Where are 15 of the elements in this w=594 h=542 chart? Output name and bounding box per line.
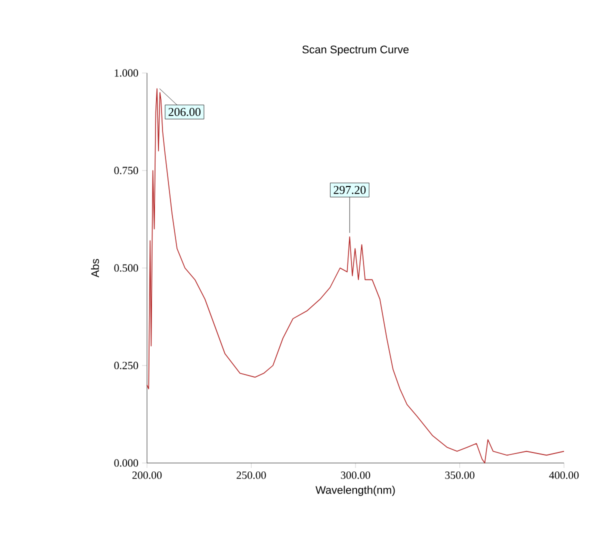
x-tick-label: 300.00 xyxy=(340,472,370,479)
x-tick-label: 350.00 xyxy=(445,472,474,479)
x-axis-title: Wavelength(nm) xyxy=(316,486,395,496)
y-tick-label: 0.500 xyxy=(114,264,138,272)
x-tick-label: 200.00 xyxy=(132,472,162,479)
y-tick-label: 0.250 xyxy=(114,362,138,370)
y-axis-title: Abs xyxy=(90,258,100,278)
annotation: 297.20 xyxy=(334,186,366,194)
y-tick-label: 1.000 xyxy=(114,69,138,77)
x-tick-label: 250.00 xyxy=(236,472,266,479)
y-tick-label: 0.750 xyxy=(114,166,138,174)
chart-title: Scan Spectrum Curve xyxy=(302,46,409,56)
y-tick-label: 0.000 xyxy=(114,459,138,467)
annotation: 206.00 xyxy=(168,108,201,116)
x-tick-label: 400.00 xyxy=(549,472,579,479)
